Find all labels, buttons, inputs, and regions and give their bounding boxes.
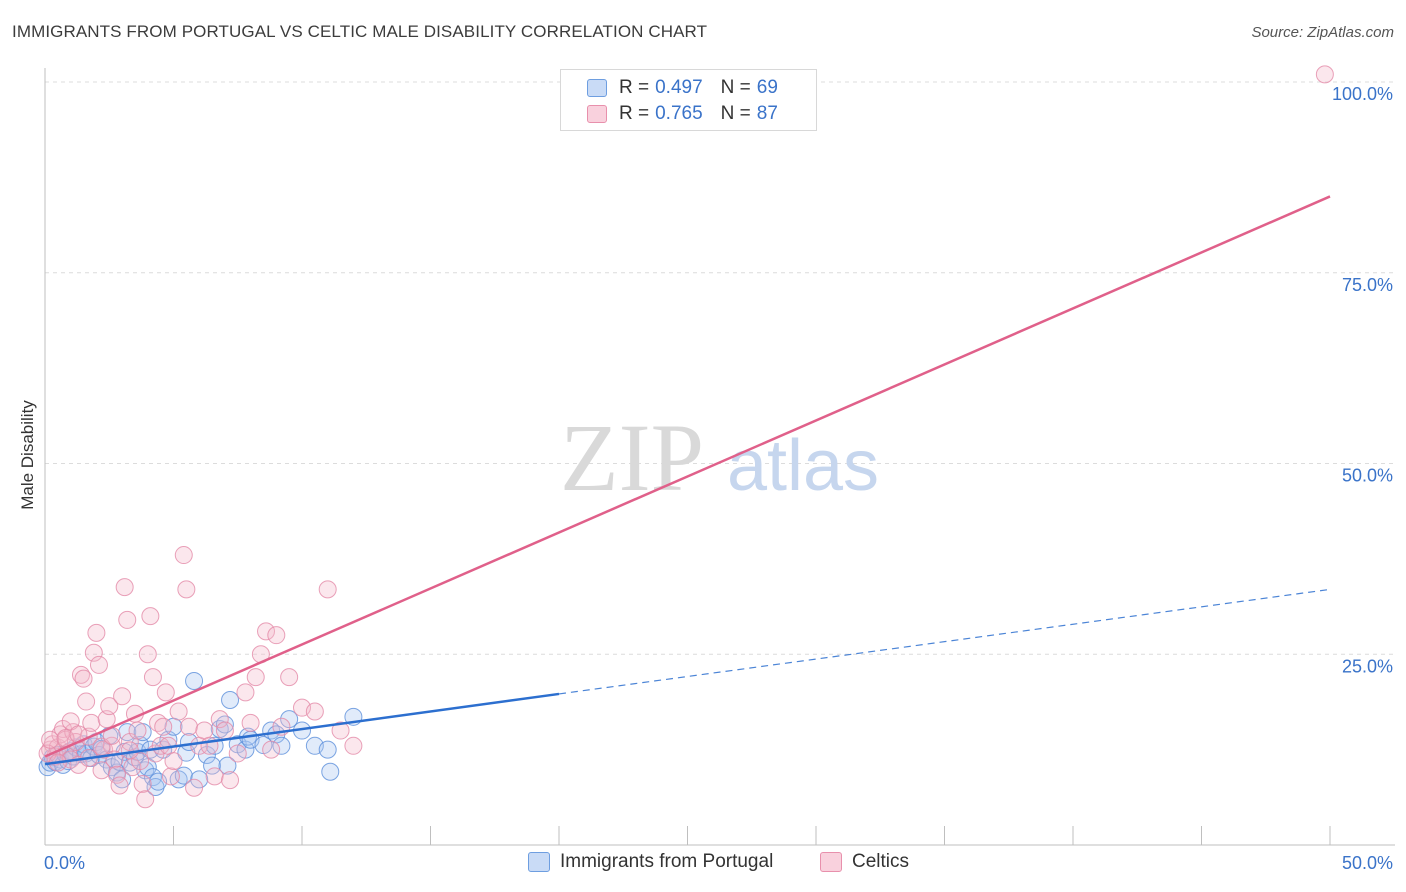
data-point [133, 774, 152, 793]
data-point [174, 546, 193, 565]
data-point [143, 668, 162, 687]
data-point [77, 692, 96, 711]
data-point [190, 770, 209, 789]
data-point [100, 697, 119, 716]
legend-n-label: N = [720, 103, 751, 124]
data-point [156, 683, 175, 702]
data-point [185, 671, 204, 690]
data-point [331, 721, 350, 740]
legend-n-label: N = [720, 77, 751, 98]
trend-line-portugal [44, 692, 560, 766]
legend-r-value: 0.497 [655, 77, 703, 98]
data-point [179, 717, 198, 736]
data-point [241, 713, 260, 732]
data-point [161, 767, 180, 786]
data-point [115, 578, 134, 597]
legend-r-label: R = [619, 77, 650, 98]
bottom-legend-portugal: Immigrants from Portugal [528, 851, 773, 873]
x-tick-label: 0.0% [44, 853, 85, 873]
legend-row-portugal: R = 0.497 N = 69 [587, 76, 778, 100]
data-point [318, 580, 337, 599]
data-point [272, 736, 291, 755]
legend-swatch-blue [587, 79, 607, 97]
legend-r-label: R = [619, 103, 650, 124]
data-point [41, 730, 60, 749]
data-point [87, 623, 106, 642]
bottom-legend-label-portugal: Immigrants from Portugal [560, 851, 774, 872]
data-point [89, 655, 108, 674]
x-tick-label: 50.0% [1342, 853, 1393, 873]
data-point [344, 736, 363, 755]
data-point [215, 715, 234, 734]
data-point [164, 752, 183, 771]
data-point [128, 721, 147, 740]
y-tick-label: 75.0% [1342, 275, 1393, 295]
bottom-legend-celtics: Celtics [820, 851, 909, 873]
legend-n-value: 87 [756, 103, 778, 124]
watermark: ZIP atlas [560, 404, 879, 511]
watermark-zip: ZIP [560, 404, 704, 511]
data-point [177, 580, 196, 599]
y-tick-label: 50.0% [1342, 466, 1393, 486]
legend-box: R = 0.497 N = 69 R = 0.765 N = 87 [560, 69, 817, 131]
data-point [318, 740, 337, 759]
axes [44, 68, 1395, 846]
chart-source: Source: ZipAtlas.com [1251, 24, 1394, 41]
legend-row-celtics: R = 0.765 N = 87 [587, 102, 778, 126]
tick-labels: 25.0% 50.0% 75.0% 100.0% 0.0% 50.0% [44, 84, 1393, 873]
y-tick-label: 25.0% [1342, 656, 1393, 676]
data-point [185, 778, 204, 797]
data-point [107, 765, 126, 784]
bottom-swatch-blue [528, 852, 550, 872]
data-point [154, 717, 173, 736]
y-tick-label: 100.0% [1332, 84, 1393, 104]
data-point [205, 767, 224, 786]
data-point [82, 713, 101, 732]
grid-lines [45, 81, 1395, 655]
legend-swatch-pink [587, 105, 607, 123]
data-point [321, 762, 340, 781]
data-point [74, 669, 93, 688]
bottom-swatch-pink [820, 852, 842, 872]
data-point [262, 740, 281, 759]
data-point [174, 766, 193, 785]
data-point [280, 668, 299, 687]
watermark-atlas: atlas [727, 426, 879, 506]
data-point [305, 702, 324, 721]
data-point [210, 710, 229, 729]
data-point [221, 771, 240, 790]
data-point [113, 687, 132, 706]
data-point [195, 721, 214, 740]
chart-title: IMMIGRANTS FROM PORTUGAL VS CELTIC MALE … [12, 22, 708, 41]
data-point [218, 756, 237, 775]
data-point [118, 610, 137, 629]
trend-lines [44, 195, 1331, 766]
bottom-legend-label-celtics: Celtics [852, 851, 910, 872]
data-point [138, 645, 157, 664]
data-point [228, 744, 247, 763]
legend-r-value: 0.765 [655, 103, 703, 124]
data-point [141, 607, 160, 626]
series-celtics-points [38, 65, 1334, 809]
data-point [267, 626, 286, 645]
data-point [110, 776, 129, 795]
y-axis-label: Male Disability [18, 400, 37, 510]
data-point [38, 744, 57, 763]
trend-line-celtics [44, 195, 1331, 758]
data-point [1315, 65, 1334, 84]
data-point [215, 721, 234, 740]
data-point [257, 622, 276, 641]
data-point [169, 702, 188, 721]
data-point [280, 710, 299, 729]
trend-line-portugal-extrapolated [558, 588, 1331, 695]
data-point [221, 691, 240, 710]
legend-n-value: 69 [756, 77, 778, 98]
data-point [246, 668, 265, 687]
data-point [236, 683, 255, 702]
data-point [203, 756, 222, 775]
data-point [120, 741, 139, 760]
data-point [136, 790, 155, 809]
